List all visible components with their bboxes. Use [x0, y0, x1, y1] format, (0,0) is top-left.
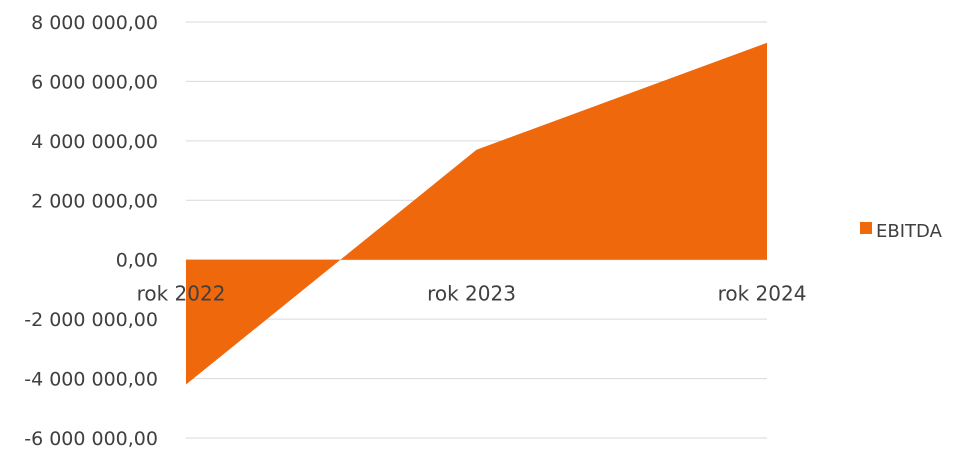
y-tick-label: 0,00 — [116, 250, 158, 272]
legend-swatch-ebitda — [860, 222, 872, 234]
x-tick-label: rok 2024 — [718, 282, 807, 306]
y-tick-label: 8 000 000,00 — [31, 12, 158, 34]
legend: EBITDA — [860, 221, 943, 242]
y-tick-label: -2 000 000,00 — [24, 309, 158, 331]
y-tick-label: -4 000 000,00 — [24, 369, 158, 391]
y-tick-label: 6 000 000,00 — [31, 71, 158, 93]
x-tick-label: rok 2023 — [427, 282, 516, 306]
x-tick-label: rok 2022 — [137, 282, 226, 306]
y-tick-label: -6 000 000,00 — [24, 428, 158, 450]
y-tick-label: 2 000 000,00 — [31, 190, 158, 212]
plot-area — [186, 43, 767, 385]
area-series-ebitda — [186, 43, 767, 385]
y-tick-label: 4 000 000,00 — [31, 131, 158, 153]
y-axis: 8 000 000,00 6 000 000,00 4 000 000,00 2 00… — [24, 12, 158, 450]
legend-label-ebitda: EBITDA — [876, 221, 943, 242]
